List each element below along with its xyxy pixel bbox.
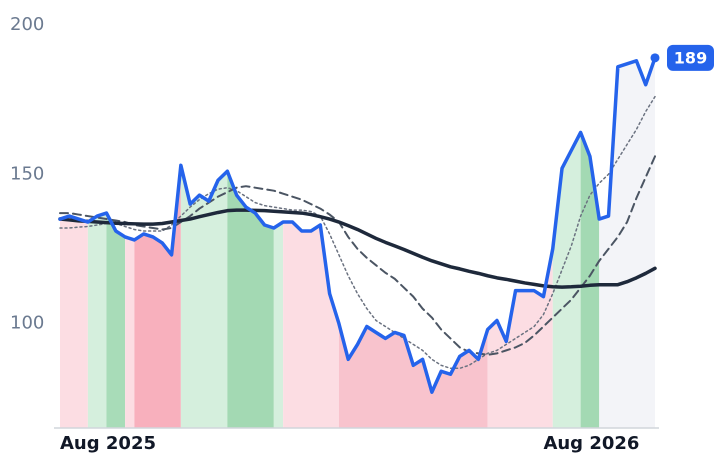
x-tick-label: Aug 2025 bbox=[60, 433, 156, 454]
y-tick-label: 150 bbox=[10, 163, 44, 184]
regime-band bbox=[134, 165, 181, 428]
regime-band bbox=[180, 165, 228, 428]
regime-band bbox=[338, 323, 488, 428]
regime-band bbox=[87, 213, 107, 428]
regime-band bbox=[273, 222, 284, 428]
price-line bbox=[58, 56, 657, 394]
y-tick-label: 100 bbox=[10, 313, 44, 334]
regime-band bbox=[106, 213, 126, 428]
regime-band bbox=[125, 236, 135, 428]
regime-band bbox=[283, 222, 339, 428]
price-line bbox=[59, 155, 656, 356]
regime-band bbox=[60, 216, 88, 428]
value-label: 189 bbox=[674, 48, 707, 67]
regime-band bbox=[552, 132, 581, 428]
regime-band bbox=[227, 171, 274, 428]
value-badge bbox=[667, 44, 714, 71]
x-tick-label: Aug 2026 bbox=[543, 433, 639, 454]
last-point bbox=[650, 53, 660, 63]
y-tick-label: 200 bbox=[10, 14, 44, 35]
price-line bbox=[58, 208, 657, 289]
